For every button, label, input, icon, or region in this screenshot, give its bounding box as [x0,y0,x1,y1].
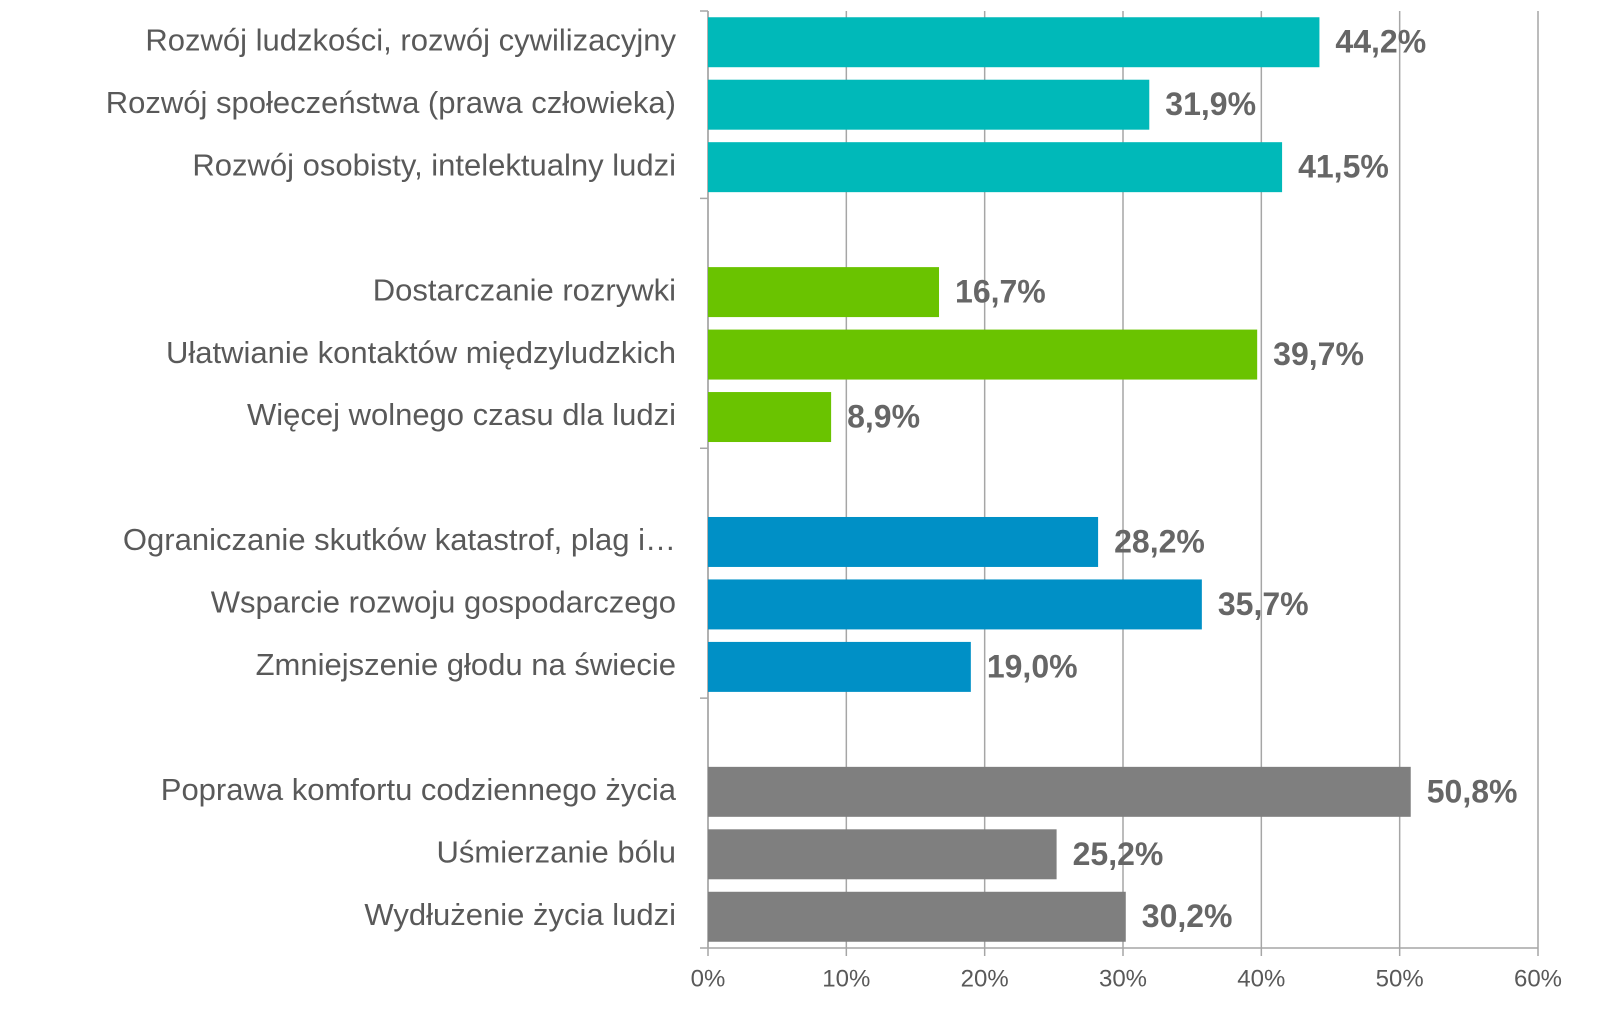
bar [708,891,1126,942]
value-label: 19,0% [987,648,1078,684]
x-tick-label: 60% [1514,965,1562,992]
x-tick-label: 30% [1099,965,1147,992]
bar [708,329,1258,380]
value-label: 50,8% [1427,773,1518,809]
y-tick-label: Więcej wolnego czasu dla ludzi [247,397,676,432]
value-label: 25,2% [1073,836,1164,872]
y-tick-label: Uśmierzanie bólu [437,834,677,869]
y-tick-label: Rozwój osobisty, intelektualny ludzi [192,147,676,182]
bar [708,142,1283,193]
y-tick-label: Zmniejszenie głodu na świecie [256,647,676,682]
value-label: 44,2% [1335,24,1426,60]
value-label: 41,5% [1298,149,1389,185]
y-tick-label: Wsparcie rozwoju gospodarczego [211,585,676,620]
bar [708,766,1411,817]
x-tick-label: 50% [1376,965,1424,992]
y-tick-label: Poprawa komfortu codziennego życia [161,772,677,807]
bar [708,79,1150,130]
bar [708,17,1320,68]
y-tick-label: Dostarczanie rozrywki [373,272,676,307]
value-label: 8,9% [847,398,920,434]
value-label: 39,7% [1273,336,1364,372]
bar [708,829,1057,880]
value-label: 30,2% [1142,898,1233,934]
x-tick-label: 10% [822,965,870,992]
bar [708,579,1202,630]
value-label: 31,9% [1165,86,1256,122]
value-label: 28,2% [1114,523,1205,559]
bar [708,392,832,443]
x-tick-label: 40% [1237,965,1285,992]
bar [708,516,1099,567]
y-tick-label: Wydłużenie życia ludzi [364,897,676,932]
y-tick-label: Rozwój ludzkości, rozwój cywilizacyjny [145,22,676,57]
y-tick-label: Ograniczanie skutków katastrof, plag i… [123,522,676,557]
value-label: 16,7% [955,274,1046,310]
bar [708,267,940,318]
y-tick-label: Ułatwianie kontaktów międzyludzkich [166,335,676,370]
bar [708,641,971,692]
y-tick-label: Rozwój społeczeństwa (prawa człowieka) [106,85,676,120]
x-tick-label: 20% [961,965,1009,992]
x-tick-label: 0% [691,965,726,992]
value-label: 35,7% [1218,586,1309,622]
